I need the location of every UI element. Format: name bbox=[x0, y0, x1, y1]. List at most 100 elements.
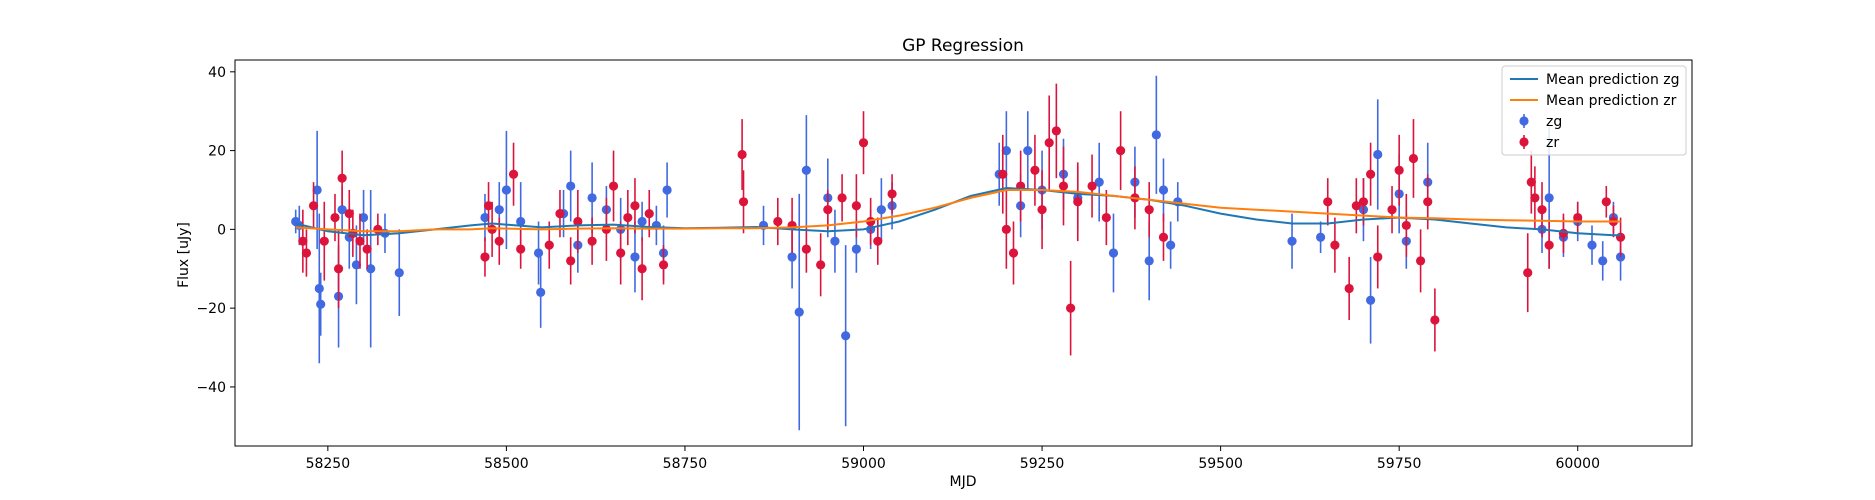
zr-point bbox=[1044, 138, 1054, 148]
zg-point bbox=[1598, 256, 1608, 266]
zr-point bbox=[630, 201, 640, 211]
zr-point bbox=[801, 244, 811, 254]
axes: 58250 58500 58750 59000 59250 59500 59750 60000… bbox=[196, 59, 1693, 472]
zg-point bbox=[533, 248, 544, 258]
zr-point bbox=[1158, 232, 1169, 242]
zr-point bbox=[573, 216, 583, 227]
zg-point bbox=[1144, 256, 1154, 266]
x-tick-label: 58750 bbox=[663, 456, 708, 472]
zr-point bbox=[1558, 228, 1569, 238]
zg-point bbox=[536, 287, 546, 297]
zr-point bbox=[333, 264, 344, 274]
zr-point bbox=[623, 212, 633, 223]
zr-point bbox=[301, 248, 312, 258]
zr-point bbox=[1601, 197, 1611, 207]
legend-item-mean-zg-label: Mean prediction zg bbox=[1546, 72, 1680, 88]
zg-point bbox=[1166, 240, 1176, 250]
x-tick-label: 58250 bbox=[306, 456, 351, 472]
zr-point bbox=[1415, 256, 1426, 266]
zr-point bbox=[480, 252, 490, 262]
zr-point bbox=[330, 212, 340, 223]
zr-point bbox=[1401, 220, 1411, 231]
zg-point bbox=[1001, 145, 1011, 156]
zr-point bbox=[508, 169, 519, 179]
zr-point bbox=[1058, 181, 1069, 191]
zr-point bbox=[998, 169, 1008, 179]
zg-point bbox=[630, 252, 640, 262]
y-tick-label: −40 bbox=[196, 380, 226, 396]
zr-point bbox=[487, 224, 497, 234]
x-axis-label: MJD bbox=[950, 474, 977, 490]
y-tick-label: −20 bbox=[196, 301, 226, 317]
plot-inner bbox=[291, 75, 1626, 431]
zr-point bbox=[566, 256, 576, 266]
zg-point bbox=[1544, 193, 1554, 203]
zg-point bbox=[358, 212, 369, 223]
axes-frame bbox=[234, 59, 1693, 447]
zg-point bbox=[501, 185, 512, 195]
zg-point bbox=[1316, 232, 1326, 242]
zg-point bbox=[366, 264, 376, 274]
zg-point bbox=[312, 185, 322, 195]
zr-point bbox=[873, 236, 883, 246]
zr-point bbox=[1387, 205, 1397, 215]
zg-point bbox=[1287, 236, 1297, 246]
zr-point bbox=[1087, 181, 1097, 191]
zr-point bbox=[1530, 193, 1540, 203]
zg-point bbox=[337, 205, 347, 215]
zr-point bbox=[608, 181, 619, 191]
zg-point bbox=[1108, 248, 1119, 258]
zr-point bbox=[1573, 212, 1583, 223]
zr-point bbox=[658, 260, 669, 270]
zr-point bbox=[644, 209, 654, 219]
zr-point bbox=[1537, 205, 1547, 215]
zr-point bbox=[298, 236, 308, 246]
x-tick-label: 59250 bbox=[1020, 456, 1065, 472]
legend-item-zg-marker-swatch bbox=[1519, 116, 1529, 126]
zr-point bbox=[494, 236, 504, 246]
zr-point bbox=[1544, 240, 1554, 250]
legend: Mean prediction zg Mean prediction zr zg zr bbox=[1501, 65, 1687, 156]
zg-point bbox=[587, 193, 597, 203]
zr-point bbox=[1323, 197, 1333, 207]
zr-point bbox=[483, 201, 494, 211]
zr-point bbox=[1073, 197, 1083, 207]
zr-point bbox=[373, 224, 383, 234]
y-tick-label: 20 bbox=[208, 144, 226, 160]
zr-point bbox=[1101, 212, 1111, 223]
y-tick-label: 0 bbox=[217, 222, 226, 238]
zg-point bbox=[1158, 185, 1169, 195]
x-tick-label: 59000 bbox=[841, 456, 886, 472]
zr-point bbox=[1008, 248, 1019, 258]
zr-point bbox=[337, 173, 347, 183]
zr-point bbox=[1344, 283, 1354, 294]
zr-point bbox=[737, 149, 747, 160]
zg-point bbox=[637, 216, 647, 227]
zr-point bbox=[1523, 268, 1533, 278]
zg-point bbox=[851, 244, 861, 254]
zr-point bbox=[544, 240, 554, 250]
zg-point bbox=[794, 307, 804, 317]
zr-point bbox=[851, 201, 861, 211]
zr-point bbox=[637, 264, 647, 274]
zr-point bbox=[1330, 240, 1340, 250]
zr-point bbox=[1408, 153, 1419, 164]
x-tick-label: 59750 bbox=[1377, 456, 1422, 472]
zr-point bbox=[1394, 165, 1404, 175]
legend-item-zg: zg bbox=[1519, 114, 1562, 130]
chart-title: GP Regression bbox=[902, 36, 1024, 56]
zg-point bbox=[662, 185, 672, 195]
y-tick-label: 40 bbox=[208, 65, 226, 81]
legend-item-zr-marker-swatch bbox=[1519, 137, 1529, 147]
y-axis-label: Flux [uJy] bbox=[176, 222, 192, 288]
zr-point bbox=[344, 209, 354, 219]
zr-point bbox=[1001, 224, 1011, 234]
zg-point bbox=[480, 212, 490, 223]
legend-item-mean-zr-label: Mean prediction zr bbox=[1546, 93, 1677, 109]
zg-point bbox=[316, 299, 326, 309]
zg-point bbox=[351, 260, 362, 270]
zr-point bbox=[601, 224, 611, 234]
zg-point bbox=[1023, 145, 1033, 156]
zr-point bbox=[1066, 303, 1076, 313]
